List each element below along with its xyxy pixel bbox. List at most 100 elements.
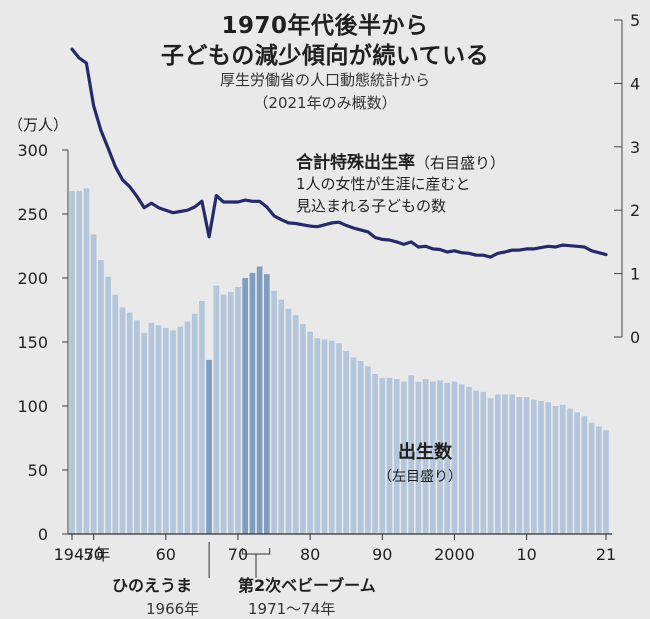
left-tick-label: 50 [28, 461, 48, 480]
birth-bar [227, 292, 234, 534]
birth-bar [588, 422, 595, 534]
birth-bar [112, 294, 119, 534]
birth-bar [516, 397, 523, 534]
birth-bar [321, 339, 328, 534]
left-tick-label: 150 [17, 333, 48, 352]
source-line2: （2021年のみ概数） [253, 94, 397, 112]
x-tick-label: 70 [228, 545, 248, 564]
birth-bar [191, 313, 198, 534]
birth-bar [603, 430, 609, 534]
right-tick-label: 4 [630, 74, 640, 93]
birth-bar [148, 322, 155, 534]
birth-bar [76, 190, 83, 534]
birth-bar [235, 286, 241, 534]
birth-bar [83, 188, 90, 534]
birth-bar [134, 320, 140, 534]
birth-bar [184, 321, 191, 534]
birth-bar [458, 384, 465, 534]
births-series-sub: （左目盛り） [378, 469, 462, 485]
birth-bar [415, 381, 422, 534]
birth-bar [343, 350, 350, 534]
birth-bar [581, 416, 588, 534]
birth-bar [357, 361, 364, 534]
birth-bar [350, 357, 357, 534]
left-tick-label: 200 [17, 269, 48, 288]
x-tick-label: 50 [83, 545, 103, 564]
fertility-rate-line [70, 47, 608, 259]
birth-bar [242, 278, 249, 534]
right-tick-label: 3 [630, 138, 640, 157]
birth-bar [170, 330, 176, 534]
x-tick-label: 21 [596, 545, 616, 564]
birth-bar [300, 324, 306, 534]
rate-title-sub: （右目盛り） [415, 154, 506, 172]
birth-bar [552, 406, 559, 534]
birth-bar [509, 394, 516, 534]
birth-bar [531, 399, 537, 534]
rate-title-text: 合計特殊出生率 [296, 153, 415, 173]
right-tick-label: 5 [630, 11, 640, 30]
birth-bar [437, 380, 443, 534]
birth-bar [444, 382, 451, 534]
annotation-hinoeuma-date: 1966年 [146, 600, 200, 618]
birth-bar [278, 299, 285, 534]
birth-bar [90, 234, 97, 535]
birth-bar [314, 338, 321, 534]
source-line1: 厚生労働省の人口動態統計から [219, 71, 430, 89]
birth-bar [429, 381, 436, 534]
birth-bar [574, 412, 580, 534]
x-tick-label: 1947年 [54, 545, 111, 564]
birth-bar [567, 408, 573, 534]
birth-bar [365, 366, 371, 534]
birth-bar [559, 404, 566, 534]
birth-bar [372, 374, 378, 534]
right-tick-label: 1 [630, 265, 640, 284]
rate-desc-line2: 見込まれる子どもの数 [296, 197, 447, 215]
birth-bar [307, 331, 313, 534]
birth-bar [401, 381, 407, 534]
birth-bar [199, 301, 205, 534]
annotation-hinoeuma: ひのえうま [112, 576, 193, 595]
birth-bar [264, 274, 270, 534]
birth-bar [422, 379, 429, 534]
x-tick-label: 60 [156, 545, 176, 564]
left-tick-label: 300 [17, 141, 48, 160]
birth-bar [155, 325, 162, 534]
annotation-babyboom: 第2次ベビーブーム [238, 576, 376, 595]
birth-bar [177, 326, 184, 534]
left-tick-label: 0 [38, 525, 48, 544]
birth-bar [162, 327, 169, 534]
right-tick-label: 2 [630, 201, 640, 220]
birth-bar [206, 359, 212, 534]
birth-bar [141, 333, 147, 534]
birth-bar [487, 398, 494, 534]
birth-bar [595, 426, 602, 534]
birth-bar [480, 391, 487, 534]
birth-bar [545, 402, 552, 534]
birth-bar [220, 294, 227, 534]
birth-bar [213, 285, 220, 534]
chart-title-line2: 子どもの減少傾向が続いている [160, 43, 490, 69]
birth-bar [119, 307, 126, 534]
birth-bar [494, 394, 501, 534]
birth-bar [271, 290, 277, 534]
left-tick-label: 100 [17, 397, 48, 416]
birth-bar [292, 315, 299, 534]
birth-bar [393, 379, 400, 534]
right-tick-label: 0 [630, 328, 640, 347]
birth-bar [126, 312, 133, 534]
x-tick-label: 80 [300, 545, 320, 564]
left-tick-label: 250 [17, 205, 48, 224]
birth-bar [473, 390, 479, 534]
annotation-babyboom-date: 1971〜74年 [248, 600, 336, 618]
birth-bar [408, 375, 414, 534]
birth-bar [98, 260, 104, 534]
birth-bar [451, 381, 458, 534]
birth-bar [336, 343, 342, 534]
birth-bar [538, 400, 544, 534]
birth-bar [285, 308, 292, 534]
chart-title-line1: 1970年代後半から [221, 13, 429, 39]
birth-bar [466, 386, 472, 534]
birth-bar [328, 340, 335, 534]
